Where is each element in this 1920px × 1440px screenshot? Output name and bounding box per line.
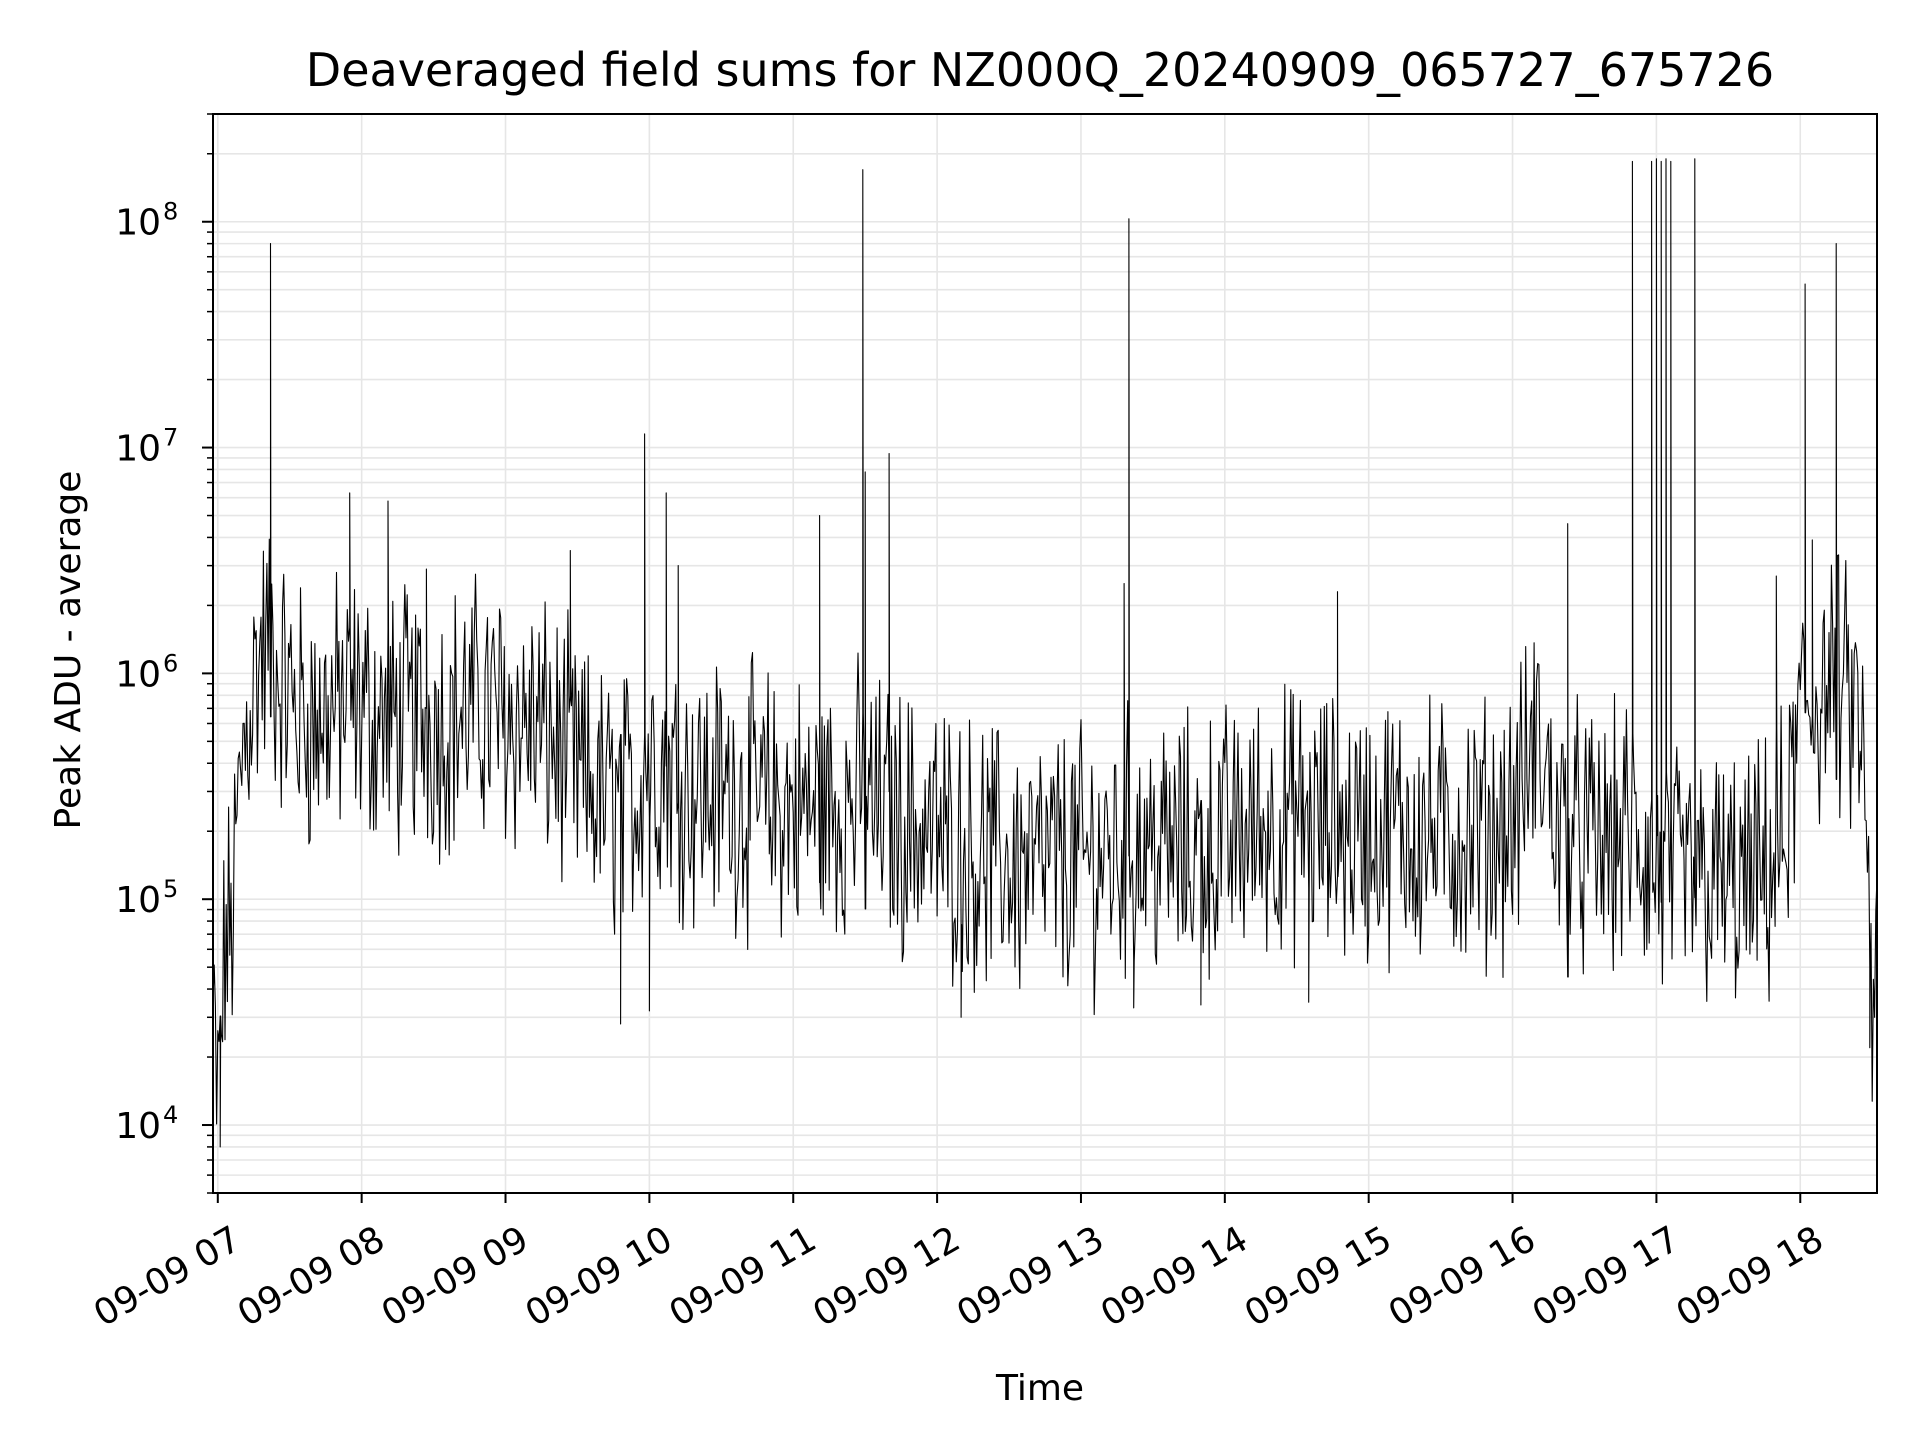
y-tick-label: 10 (115, 880, 161, 921)
y-tick-label: 10 (115, 429, 161, 470)
y-axis-label: Peak ADU - average (48, 471, 89, 830)
series-line (212, 158, 1878, 1148)
y-tick-exponent: 4 (163, 1101, 178, 1129)
y-tick-exponent: 6 (163, 649, 178, 677)
y-tick-label: 10 (115, 203, 161, 244)
chart-title: Deaveraged field sums for NZ000Q_2024090… (306, 43, 1774, 97)
y-tick-label: 10 (115, 1106, 161, 1147)
y-tick-label: 10 (115, 654, 161, 695)
data-line (212, 158, 1878, 1148)
y-tick-exponent: 5 (163, 875, 178, 903)
y-tick-exponent: 8 (163, 198, 178, 226)
y-tick-exponent: 7 (163, 424, 178, 452)
plot-frame (212, 113, 1878, 1194)
x-axis-label: Time (995, 1368, 1084, 1409)
